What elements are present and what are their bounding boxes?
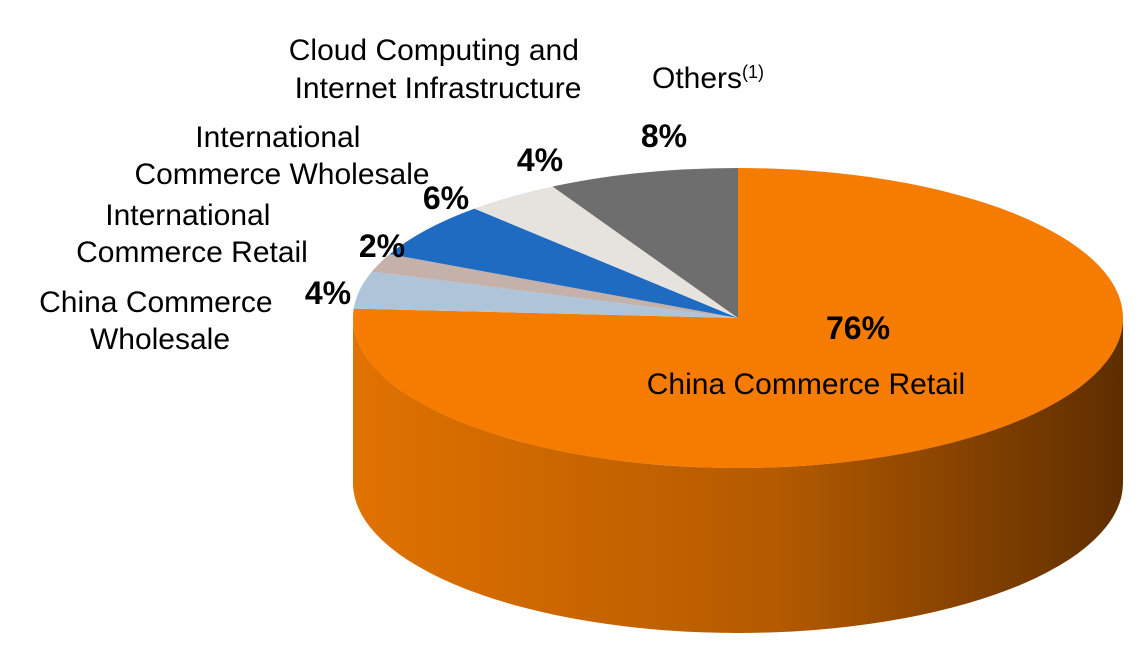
label-cloud-computing-line2: Internet Infrastructure xyxy=(295,72,582,105)
slice-international-commerce-wholesale xyxy=(389,208,738,318)
pct-china-commerce-retail: 76% xyxy=(826,310,890,346)
pct-cloud-computing: 4% xyxy=(517,142,563,178)
label-international-commerce-wholesale: International Commerce Wholesale xyxy=(134,121,429,191)
label-ccw-line1: China Commerce xyxy=(39,286,272,319)
pie-side-wall xyxy=(353,318,1123,633)
slice-china-commerce-retail xyxy=(353,168,1124,468)
label-others: Others(1) xyxy=(652,62,764,95)
label-icr-line2: Commerce Retail xyxy=(76,236,308,269)
label-cloud-computing: Cloud Computing and Internet Infrastruct… xyxy=(289,34,588,105)
pct-china-commerce-wholesale: 4% xyxy=(305,275,351,311)
slice-china-commerce-wholesale xyxy=(353,271,738,318)
label-china-commerce-retail: China Commerce Retail xyxy=(647,368,965,401)
pct-international-commerce-retail: 2% xyxy=(359,228,405,264)
label-icr-line1: International xyxy=(105,199,270,232)
slice-cloud-computing xyxy=(474,186,738,318)
label-ccw-line2: Wholesale xyxy=(90,323,230,356)
pct-international-commerce-wholesale: 6% xyxy=(423,180,469,216)
label-others-name: Others xyxy=(652,62,742,95)
label-cloud-computing-line1: Cloud Computing and xyxy=(289,34,579,67)
slice-international-commerce-retail xyxy=(371,254,738,318)
label-icw-line1: International xyxy=(195,121,360,154)
pct-others: 8% xyxy=(641,118,687,154)
label-china-commerce-wholesale: China Commerce Wholesale xyxy=(39,286,281,356)
label-others-footnote: (1) xyxy=(742,62,764,82)
slice-others xyxy=(552,168,738,318)
pie-slices xyxy=(353,168,1124,468)
label-icw-line2: Commerce Wholesale xyxy=(134,158,429,191)
label-international-commerce-retail: International Commerce Retail xyxy=(76,199,308,269)
